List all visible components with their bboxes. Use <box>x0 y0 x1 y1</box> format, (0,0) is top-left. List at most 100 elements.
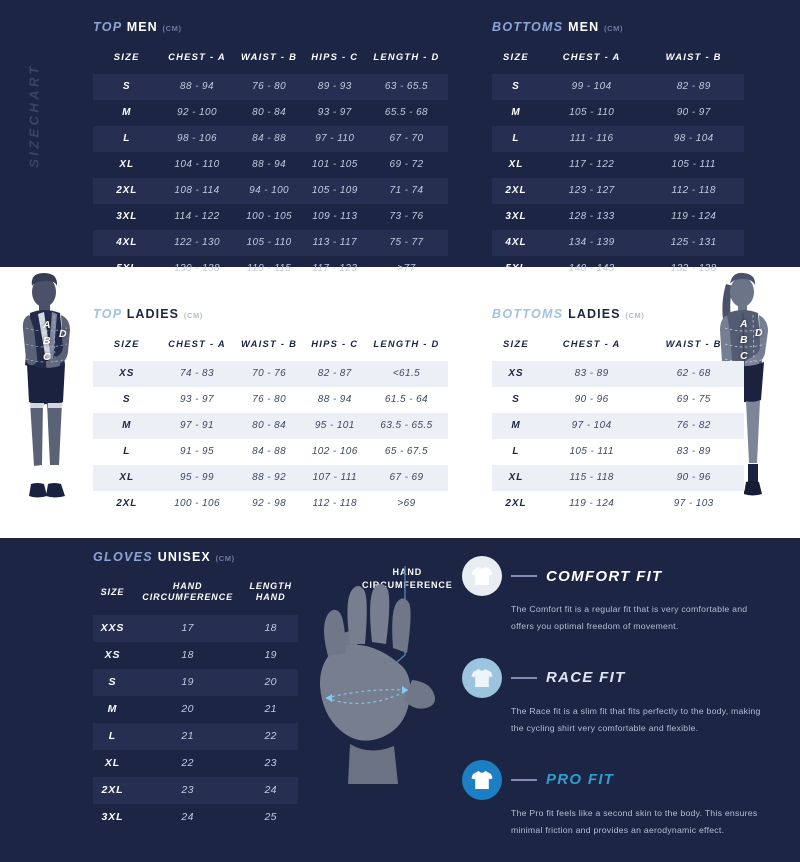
measurement-cell: >69 <box>397 498 416 510</box>
circumference-dashed-band <box>325 689 409 705</box>
table-header-row: SIZE CHEST - A WAIST - B HIPS - C LENGTH - D <box>93 332 448 361</box>
table-header-row: SIZE CHEST - A WAIST - B HIPS - C LENGTH - D <box>93 45 448 74</box>
table-row: 5XL 140 - 143 132 - 138 <box>492 256 744 282</box>
caption-part-1: BOTTOMS <box>492 307 564 321</box>
table-row: L 21 22 <box>93 722 298 750</box>
measurement-cell: 21 <box>264 703 277 715</box>
measurement-cell: 19 <box>264 649 277 661</box>
measurement-cell: 98 - 106 <box>177 133 217 145</box>
measurement-cell: 80 - 84 <box>252 107 287 119</box>
male-label-c: C <box>43 351 51 363</box>
table-bottoms-ladies-caption: BOTTOMS LADIES (CM) <box>492 307 744 321</box>
column-header: WAIST - B <box>665 338 722 349</box>
measurement-cell: 65 - 67.5 <box>384 446 428 458</box>
measurement-cell: 62 - 68 <box>676 368 711 380</box>
table-row: L 98 - 106 84 - 88 97 - 110 67 - 70 <box>93 125 448 152</box>
table-row: 3XL 128 - 133 119 - 124 <box>492 204 744 230</box>
measurement-cell: 95 - 101 <box>314 420 355 432</box>
hand-label-line2: CIRCUMFERENCE <box>362 580 453 591</box>
fit-description: The Pro fit feels like a second skin to … <box>511 807 758 835</box>
size-cell: 2XL <box>505 498 527 510</box>
measurement-cell: >77 <box>397 263 416 275</box>
size-cell: 2XL <box>101 784 124 796</box>
table-row: 5XL 130 - 138 110 - 115 117 - 123 >77 <box>93 256 448 282</box>
measurement-cell: 20 <box>181 703 194 715</box>
female-label-d: D <box>755 327 763 339</box>
measurement-cell: 65.5 - 68 <box>384 107 428 119</box>
measurement-cell: 100 - 106 <box>174 498 220 510</box>
size-table: SIZE CHEST - A WAIST - B HIPS - C LENGTH - D… <box>93 332 448 517</box>
measurement-cell: 92 - 98 <box>252 498 287 510</box>
size-table: SIZE CHEST - A WAIST - B HIPS - C LENGTH - D… <box>93 45 448 282</box>
measurement-cell: 140 - 143 <box>568 263 615 275</box>
measurement-cell: 75 - 77 <box>389 237 424 249</box>
measurement-cell: 100 - 105 <box>246 211 292 223</box>
measurement-cell: 18 <box>181 649 194 661</box>
measurement-cell: 69 - 72 <box>389 159 424 171</box>
measurement-cell: 90 - 96 <box>574 394 609 406</box>
measurement-cell: 80 - 84 <box>252 420 287 432</box>
measurement-cell: 18 <box>264 622 277 634</box>
size-cell: S <box>108 676 117 688</box>
table-row: 2XL 100 - 106 92 - 98 112 - 118 >69 <box>93 490 448 517</box>
female-label-a: A <box>740 318 748 330</box>
size-cell: XL <box>104 757 121 769</box>
table-row: XL 117 - 122 105 - 111 <box>492 152 744 178</box>
column-header: CHEST - A <box>562 51 621 62</box>
size-table: SIZE CHEST - A WAIST - B XS 83 - 89 62 - 68 S 9… <box>492 332 744 517</box>
measurement-cell: 130 - 138 <box>174 263 220 275</box>
size-cell: XXS <box>100 622 125 634</box>
measurement-cell: <61.5 <box>392 368 421 380</box>
measurement-cell: 69 - 75 <box>676 394 711 406</box>
table-gloves-unisex: GLOVES UNISEX (CM) SIZE HAND CIRCUMFERENC… <box>93 550 298 831</box>
table-row: XS 18 19 <box>93 642 298 669</box>
tshirt-icon <box>462 657 502 698</box>
column-header: CHEST - A <box>168 51 226 62</box>
measurement-cell: 110 - 115 <box>246 263 292 275</box>
size-cell: XL <box>508 472 524 484</box>
female-model-illustration <box>720 272 768 496</box>
size-cell: S <box>122 394 131 406</box>
hand-label-line1: HAND <box>392 567 423 577</box>
measurement-cell: 112 - 118 <box>312 498 357 510</box>
measurement-cell: 107 - 111 <box>312 472 357 484</box>
tshirt-icon <box>462 556 502 596</box>
caption-unit: (CM) <box>604 24 624 33</box>
male-model-figure: A B C D <box>8 272 106 534</box>
measurement-cell: 90 - 96 <box>676 472 711 484</box>
measurement-cell: 88 - 94 <box>180 81 214 93</box>
fit-dash-divider <box>511 574 537 578</box>
measurement-cell: 97 - 110 <box>315 133 355 145</box>
size-cell: XL <box>119 472 135 484</box>
measurement-cell: 98 - 104 <box>673 133 714 145</box>
fit-dash-divider <box>511 676 537 680</box>
column-header: CHEST - A <box>562 338 621 349</box>
measurement-cell: 90 - 97 <box>676 107 711 119</box>
table-row: 3XL 114 - 122 100 - 105 109 - 113 73 - 76 <box>93 204 448 230</box>
size-cell: S <box>512 394 520 406</box>
caption-unit: (CM) <box>625 311 645 320</box>
table-row: M 92 - 100 80 - 84 93 - 97 65.5 - 68 <box>93 100 448 126</box>
measurement-cell: 105 - 110 <box>246 237 292 249</box>
male-label-d: D <box>59 328 67 340</box>
fit-header: RACE FIT <box>462 657 762 698</box>
fit-item: RACE FIT The Race fit is a slim fit that … <box>462 657 762 737</box>
measurement-cell: 82 - 89 <box>676 81 711 93</box>
fit-title: PRO FIT <box>546 771 615 789</box>
table-header-row: SIZE HAND CIRCUMFERENCE LENGTH HAND <box>93 575 298 615</box>
female-model-figure: A B C D <box>700 272 796 534</box>
measurement-cell: 102 - 106 <box>311 446 358 458</box>
size-cell: M <box>511 107 521 119</box>
measurement-cell: 119 - 124 <box>569 498 615 510</box>
measurement-cell: 117 - 122 <box>569 159 615 171</box>
caption-part-2: MEN <box>126 20 158 34</box>
measurement-cell: 112 - 118 <box>671 185 716 197</box>
table-row: XL 95 - 99 88 - 92 107 - 111 67 - 69 <box>93 464 448 491</box>
size-cell: 3XL <box>116 211 138 223</box>
size-cell: 4XL <box>116 237 138 249</box>
table-row: 4XL 134 - 139 125 - 131 <box>492 229 744 256</box>
column-header: CHEST - A <box>168 338 226 349</box>
measurement-cell: 84 - 88 <box>252 446 287 458</box>
measurement-cell: 97 - 91 <box>180 420 214 432</box>
